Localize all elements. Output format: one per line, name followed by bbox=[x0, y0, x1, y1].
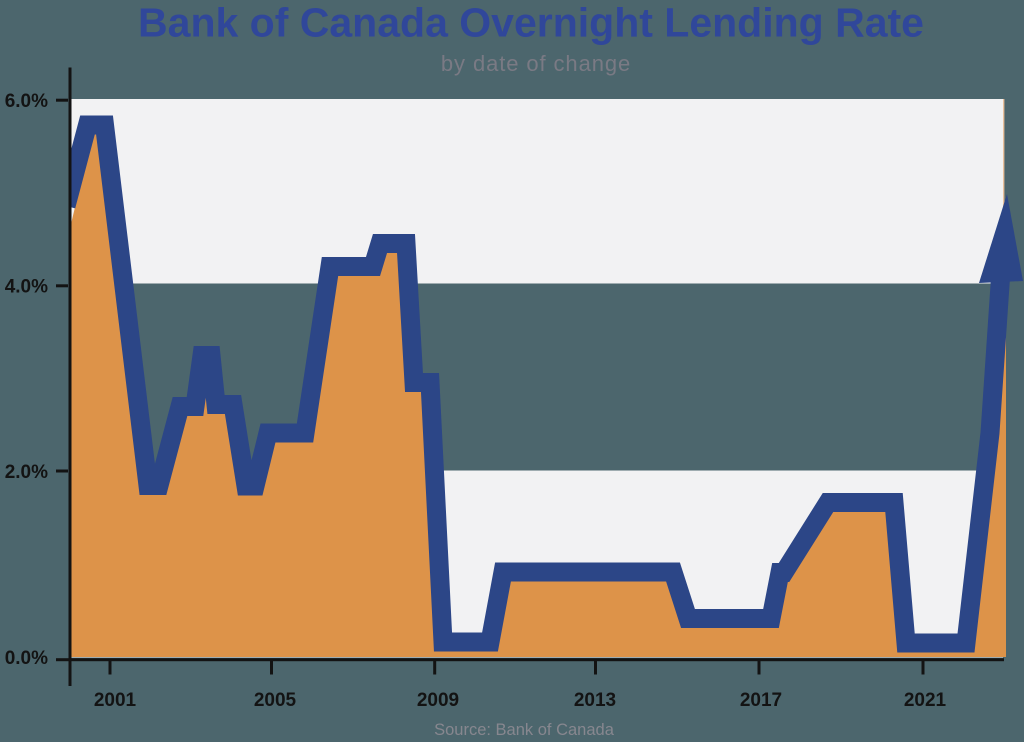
svg-text:2013: 2013 bbox=[574, 690, 616, 711]
svg-text:4.0%: 4.0% bbox=[5, 277, 48, 298]
svg-text:0.0%: 0.0% bbox=[5, 648, 48, 669]
svg-text:2.0%: 2.0% bbox=[5, 462, 48, 483]
svg-text:2005: 2005 bbox=[254, 690, 297, 711]
svg-text:6.0%: 6.0% bbox=[5, 91, 48, 112]
svg-text:Bank of Canada Overnight Lendi: Bank of Canada Overnight Lending Rate bbox=[138, 0, 924, 46]
svg-text:2009: 2009 bbox=[417, 690, 459, 711]
svg-text:by date of change: by date of change bbox=[441, 51, 631, 76]
svg-text:2021: 2021 bbox=[904, 690, 947, 711]
svg-text:2017: 2017 bbox=[740, 690, 782, 711]
svg-text:2001: 2001 bbox=[94, 690, 137, 711]
svg-text:Source: Bank of Canada: Source: Bank of Canada bbox=[434, 721, 615, 739]
